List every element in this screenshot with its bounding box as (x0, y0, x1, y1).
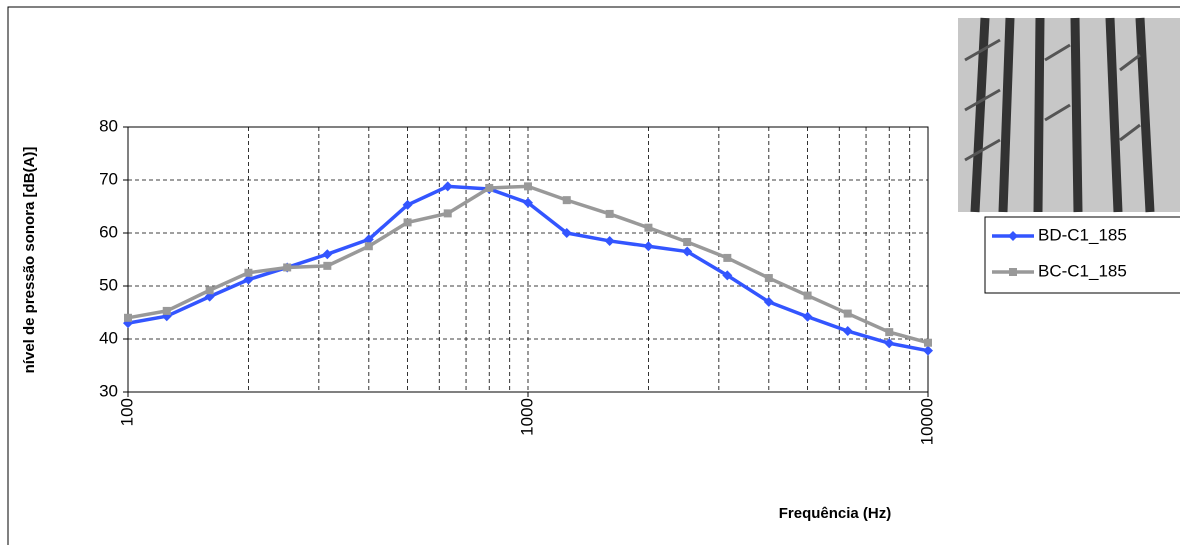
y-tick-label: 40 (99, 328, 118, 347)
legend-label: BD-C1_185 (1038, 225, 1127, 244)
y-tick-label: 70 (99, 169, 118, 188)
point (124, 313, 132, 322)
point (842, 326, 853, 337)
point (763, 296, 774, 307)
y-tick-label: 50 (99, 275, 118, 294)
point (604, 235, 615, 246)
point (843, 309, 852, 318)
point (561, 228, 572, 238)
legend-marker (1008, 231, 1018, 241)
x-tick-label: 1000 (517, 398, 536, 436)
point (402, 199, 413, 210)
point (244, 268, 253, 277)
point (205, 286, 214, 295)
point (802, 311, 813, 322)
point (924, 338, 932, 347)
chart-frame (7, 6, 1180, 545)
point (162, 306, 171, 315)
point (322, 249, 333, 260)
point (485, 183, 494, 192)
point (243, 274, 254, 285)
point (723, 253, 732, 262)
point (443, 209, 452, 218)
point (524, 182, 532, 191)
x-tick-label: 10000 (917, 398, 936, 445)
legend-marker (1009, 268, 1017, 276)
point (323, 261, 332, 270)
point (682, 246, 693, 257)
point (442, 181, 453, 192)
point (523, 197, 533, 208)
point (764, 274, 773, 283)
point (644, 223, 653, 232)
x-tick-label: 100 (117, 398, 136, 426)
tire-photo (958, 17, 1180, 213)
point (884, 338, 895, 349)
point (643, 241, 654, 252)
point (923, 345, 933, 356)
point (364, 242, 373, 251)
point (683, 238, 692, 247)
point (363, 234, 374, 245)
x-axis-label: Frequência (Hz) (779, 505, 892, 522)
y-tick-label: 60 (99, 222, 118, 241)
point (283, 263, 292, 272)
y-tick-label: 30 (99, 381, 118, 400)
y-tick-label: 80 (99, 116, 118, 135)
legend-box (984, 216, 1180, 294)
y-axis-label: nível de pressão sonora [dB(A)] (21, 147, 38, 374)
point (803, 291, 812, 300)
point (722, 270, 733, 281)
point (885, 328, 894, 337)
point (562, 196, 571, 205)
point (605, 209, 614, 218)
legend-label: BC-C1_185 (1038, 261, 1127, 280)
point (403, 218, 412, 227)
